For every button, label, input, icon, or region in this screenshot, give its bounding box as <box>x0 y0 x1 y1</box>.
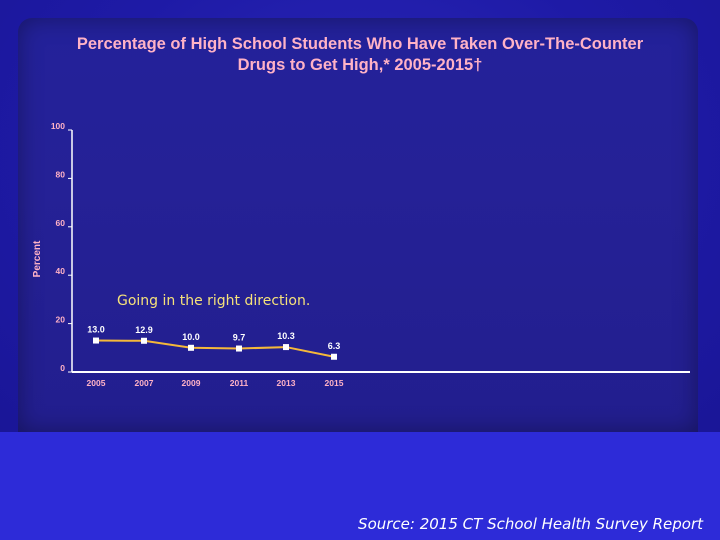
x-tick-label: 2007 <box>135 378 154 388</box>
data-point-marker <box>141 337 147 344</box>
chart-title: Percentage of High School Students Who H… <box>30 34 690 76</box>
y-tick-label: 0 <box>60 363 65 373</box>
x-tick-label: 2015 <box>325 378 344 388</box>
chart-title-line-2: Drugs to Get High,* 2005-2015† <box>237 56 483 74</box>
y-tick-label: 20 <box>56 315 66 325</box>
data-label: 13.0 <box>87 325 105 335</box>
y-axis-ticks: 0 20 40 60 80 100 <box>51 121 72 373</box>
series-line <box>95 339 335 358</box>
data-label: 10.3 <box>277 331 295 341</box>
y-tick-label: 100 <box>51 121 65 131</box>
y-tick-label: 80 <box>56 169 66 179</box>
data-label: 9.7 <box>233 333 246 343</box>
data-point-marker <box>283 344 289 351</box>
data-labels: 13.0 12.9 10.0 9.7 10.3 6.3 <box>87 325 340 351</box>
data-point-marker <box>93 337 99 344</box>
data-point-marker <box>331 353 337 360</box>
chart-panel <box>18 18 698 432</box>
data-point-marker <box>236 345 242 352</box>
y-tick-label: 60 <box>56 218 66 228</box>
x-tick-label: 2009 <box>182 378 201 388</box>
y-axis-label: Percent <box>32 240 43 277</box>
data-label: 6.3 <box>328 341 341 351</box>
data-label: 10.0 <box>182 332 200 342</box>
data-label: 12.9 <box>135 325 153 335</box>
y-tick-label: 40 <box>56 266 66 276</box>
series-group <box>93 337 337 360</box>
x-tick-label: 2005 <box>87 378 106 388</box>
x-tick-label: 2013 <box>277 378 296 388</box>
data-point-marker <box>188 344 194 351</box>
x-axis-ticks: 2005 2007 2009 2011 2013 2015 <box>87 378 344 388</box>
source-caption: Source: 2015 CT School Health Survey Rep… <box>358 515 703 533</box>
chart-axes <box>71 130 690 373</box>
chart-title-line-1: Percentage of High School Students Who H… <box>76 35 644 53</box>
slide-footer-band <box>0 432 720 540</box>
annotation-text: Going in the right direction. <box>117 293 311 309</box>
x-tick-label: 2011 <box>230 378 249 388</box>
